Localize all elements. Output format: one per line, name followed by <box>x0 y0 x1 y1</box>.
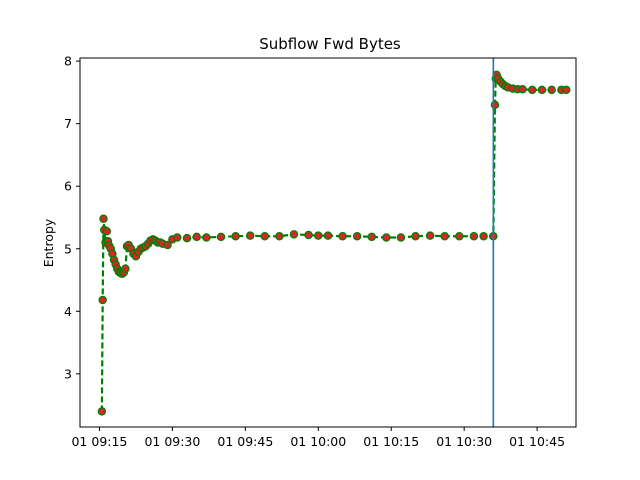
x-tick-label: 01 10:45 <box>509 434 565 449</box>
data-point <box>260 231 270 241</box>
data-point <box>275 231 284 241</box>
data-point <box>562 85 571 95</box>
data-point <box>216 232 226 242</box>
data-point <box>479 231 488 241</box>
plot-frame <box>79 57 577 428</box>
series-layer <box>97 70 571 416</box>
y-axis-label: Entropy <box>41 218 56 267</box>
x-tick-label: 01 10:00 <box>290 434 346 449</box>
data-point <box>182 233 192 243</box>
data-point <box>537 85 547 95</box>
data-point <box>490 100 500 110</box>
data-point <box>396 233 406 242</box>
data-point <box>367 232 377 242</box>
data-point <box>338 231 347 241</box>
y-tick-label: 7 <box>64 116 72 131</box>
y-tick-label: 8 <box>64 54 72 69</box>
chart-title: Subflow Fwd Bytes <box>259 35 401 53</box>
data-point <box>314 231 323 240</box>
data-point <box>304 230 313 240</box>
data-point <box>527 85 537 95</box>
y-tick-label: 6 <box>64 179 72 194</box>
data-point <box>163 240 172 250</box>
data-point <box>518 85 527 94</box>
data-point <box>469 231 479 241</box>
x-tick-label: 01 10:15 <box>363 434 419 449</box>
axes-layer: 01 09:15 01 09:30 01 09:45 01 10:00 01 10:15… <box>64 54 577 449</box>
data-point <box>245 231 255 240</box>
x-tick-label: 01 09:15 <box>71 434 127 449</box>
x-tick-label: 01 09:45 <box>217 434 273 449</box>
data-point <box>411 231 420 241</box>
data-point <box>172 233 182 242</box>
x-tick-label: 01 10:30 <box>436 434 492 449</box>
data-point <box>202 233 211 242</box>
data-point <box>425 231 435 240</box>
y-tick-label: 3 <box>64 366 72 381</box>
data-point <box>99 214 108 223</box>
data-point <box>547 85 556 95</box>
data-point <box>352 231 362 241</box>
data-point <box>231 231 240 241</box>
y-tick-label: 5 <box>64 241 72 256</box>
x-tick-label: 01 09:30 <box>144 434 200 449</box>
data-point <box>455 231 464 241</box>
data-point <box>98 295 107 305</box>
data-point <box>382 233 391 242</box>
y-tick-label: 4 <box>64 304 72 319</box>
data-point <box>323 231 333 240</box>
data-point <box>121 264 130 274</box>
data-point <box>192 232 201 242</box>
data-point <box>102 226 112 236</box>
data-point <box>440 231 449 241</box>
data-point <box>97 407 107 416</box>
data-point <box>289 230 299 239</box>
